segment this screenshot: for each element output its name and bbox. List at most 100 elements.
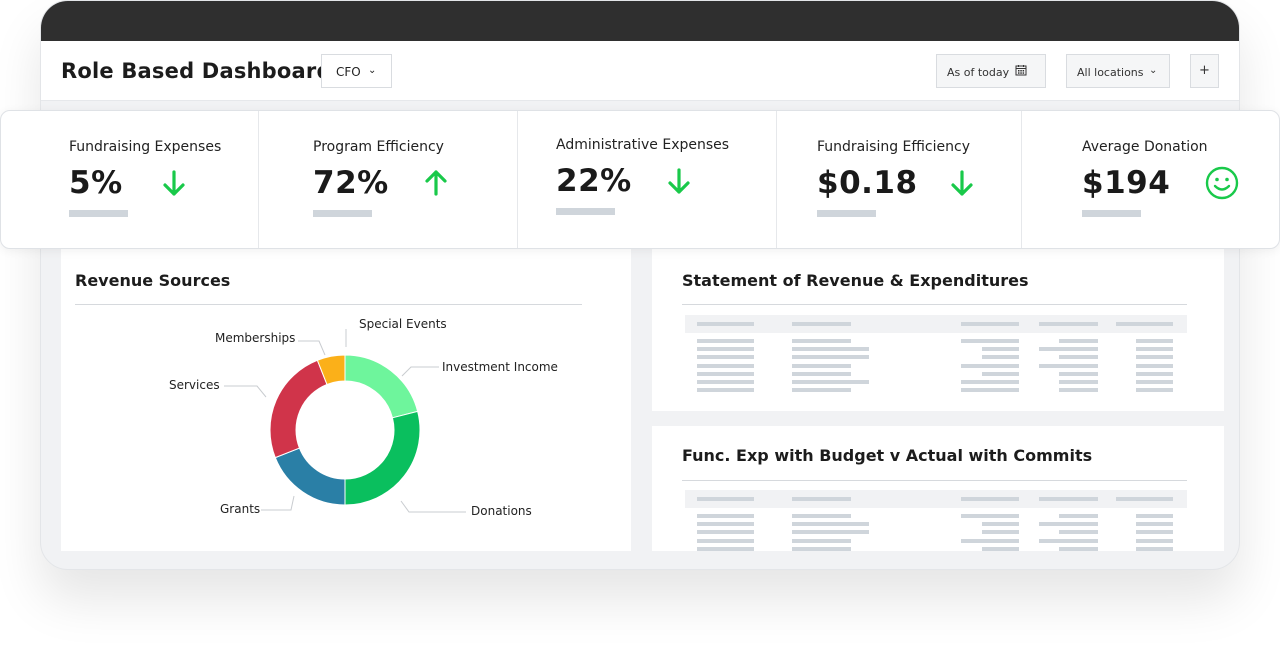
table-cell bbox=[1039, 347, 1098, 352]
calendar-icon bbox=[1015, 65, 1027, 76]
table-row bbox=[685, 522, 1187, 527]
table-cell bbox=[961, 388, 1019, 393]
table-cell bbox=[697, 522, 754, 527]
kpi-card-fundraising-expenses[interactable]: Fundraising Expenses 5% bbox=[1, 111, 259, 248]
table-cell bbox=[792, 530, 869, 535]
table-cell bbox=[1059, 546, 1098, 551]
kpi-label: Fundraising Expenses bbox=[69, 139, 222, 155]
donut-slice-grants[interactable] bbox=[274, 447, 346, 506]
leader-line bbox=[261, 495, 295, 511]
kpi-card-average-donation[interactable]: Average Donation $194 bbox=[1022, 111, 1279, 248]
table-row bbox=[685, 363, 1187, 369]
donut-slice-donations[interactable] bbox=[344, 410, 421, 506]
dashboard-header: Role Based Dashboard CFO ⌄ As of today A… bbox=[41, 41, 1239, 101]
kpi-label: Fundraising Efficiency bbox=[817, 139, 970, 155]
table-cell bbox=[961, 514, 1019, 518]
kpi-label: Average Donation bbox=[1082, 139, 1208, 155]
table-cell bbox=[961, 380, 1019, 384]
table-cell bbox=[982, 347, 1019, 352]
donut-label-donations: Donations bbox=[471, 504, 532, 518]
kpi-card-administrative-expenses[interactable]: Administrative Expenses 22% bbox=[518, 111, 777, 248]
table-cell bbox=[792, 546, 851, 551]
smiley-icon bbox=[1205, 166, 1239, 200]
table-cell bbox=[1059, 355, 1098, 360]
header-cell bbox=[792, 497, 851, 501]
table-row bbox=[685, 538, 1187, 544]
date-filter[interactable]: As of today bbox=[936, 54, 1046, 88]
donut-label-memberships: Memberships bbox=[215, 331, 296, 345]
table-cell bbox=[1039, 363, 1098, 368]
table-cell bbox=[1136, 355, 1173, 360]
table-cell bbox=[1059, 380, 1098, 384]
arrow-down-icon bbox=[668, 168, 690, 194]
header-cell bbox=[961, 322, 1019, 326]
table-cell bbox=[1136, 388, 1173, 393]
table-cell bbox=[697, 363, 754, 368]
role-select[interactable]: CFO ⌄ bbox=[321, 54, 392, 88]
table-cell bbox=[697, 339, 754, 343]
table-cell bbox=[1136, 380, 1173, 384]
donut-label-grants: Grants bbox=[220, 502, 261, 516]
table-header bbox=[685, 315, 1187, 333]
revenue-donut-chart bbox=[224, 329, 466, 513]
add-button[interactable]: + bbox=[1190, 54, 1219, 88]
table-cell bbox=[697, 355, 754, 360]
table-cell bbox=[697, 530, 754, 535]
table-cell bbox=[792, 380, 869, 384]
statement-panel: Statement of Revenue & Expenditures bbox=[652, 249, 1224, 411]
table-cell bbox=[982, 546, 1019, 551]
header-cell bbox=[697, 322, 754, 326]
divider bbox=[75, 304, 582, 305]
table-cell bbox=[1136, 522, 1173, 527]
table-cell bbox=[982, 522, 1019, 527]
table-cell bbox=[792, 538, 851, 543]
location-filter[interactable]: All locations ⌄ bbox=[1066, 54, 1170, 88]
arrow-down-icon bbox=[951, 170, 973, 196]
table-cell bbox=[697, 388, 754, 393]
kpi-value: $194 bbox=[1082, 165, 1171, 201]
table-cell bbox=[697, 380, 754, 384]
header-cell bbox=[1116, 497, 1173, 501]
table-cell bbox=[961, 363, 1019, 368]
divider bbox=[682, 304, 1187, 305]
statement-table bbox=[685, 315, 1187, 395]
table-cell bbox=[1136, 546, 1173, 551]
table-cell bbox=[1136, 514, 1173, 518]
table-cell bbox=[1059, 339, 1098, 343]
kpi-strip: Fundraising Expenses 5% Program Efficien… bbox=[0, 110, 1280, 249]
table-cell bbox=[961, 538, 1019, 543]
donut-slice-investment-income[interactable] bbox=[344, 354, 419, 419]
table-cell bbox=[792, 388, 851, 393]
table-row bbox=[685, 339, 1187, 344]
table-cell bbox=[1136, 538, 1173, 543]
donut-slice-memberships[interactable] bbox=[316, 354, 346, 386]
leader-line bbox=[224, 385, 267, 398]
table-row bbox=[685, 355, 1187, 360]
kpi-bar-placeholder bbox=[556, 208, 615, 215]
table-cell bbox=[982, 371, 1019, 376]
kpi-card-program-efficiency[interactable]: Program Efficiency 72% bbox=[259, 111, 518, 248]
table-cell bbox=[792, 363, 851, 368]
chevron-down-icon: ⌄ bbox=[1149, 65, 1158, 76]
donut-slice-services[interactable] bbox=[269, 359, 328, 459]
leader-line bbox=[401, 366, 439, 377]
location-filter-value: All locations bbox=[1077, 66, 1144, 79]
kpi-value: 5% bbox=[69, 165, 123, 201]
func-exp-table bbox=[685, 490, 1187, 551]
arrow-down-icon bbox=[163, 170, 185, 196]
table-cell bbox=[792, 371, 851, 376]
kpi-value: 22% bbox=[556, 163, 632, 199]
header-cell bbox=[1039, 497, 1098, 501]
leader-line bbox=[400, 500, 466, 513]
table-cell bbox=[1136, 530, 1173, 535]
table-row bbox=[685, 388, 1187, 393]
table-row bbox=[685, 546, 1187, 551]
kpi-label: Program Efficiency bbox=[313, 139, 444, 155]
table-cell bbox=[1039, 538, 1098, 543]
kpi-bar-placeholder bbox=[1082, 210, 1141, 217]
table-cell bbox=[792, 522, 869, 527]
header-cell bbox=[697, 497, 754, 501]
table-cell bbox=[792, 355, 869, 360]
kpi-card-fundraising-efficiency[interactable]: Fundraising Efficiency $0.18 bbox=[777, 111, 1022, 248]
panel-title: Func. Exp with Budget v Actual with Comm… bbox=[682, 446, 1093, 465]
